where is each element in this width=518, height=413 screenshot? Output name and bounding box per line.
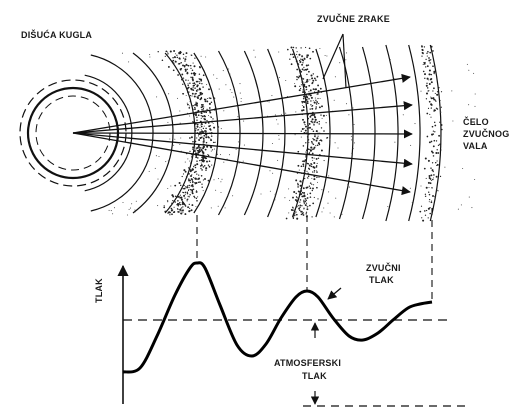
sound-ray-3 bbox=[72, 129, 413, 139]
compression-zone-1 bbox=[108, 50, 245, 216]
pressure-axis-label: TLAK bbox=[94, 278, 104, 303]
compression-zone-3 bbox=[387, 45, 476, 222]
wavefront-arc-15 bbox=[429, 44, 442, 222]
wavefront-label-line1: ČELO bbox=[463, 117, 489, 127]
sound-ray-4 bbox=[72, 132, 413, 168]
wavefront-arc-12 bbox=[361, 46, 376, 220]
sound-pressure-label-line1: ZVUČNI bbox=[366, 263, 401, 273]
wavefront-label-line3: VALA bbox=[463, 141, 488, 151]
sound-ray-1 bbox=[72, 73, 411, 134]
atmospheric-pressure-label-line1: ATMOSFERSKI bbox=[274, 358, 342, 368]
annotation-arrows bbox=[310, 287, 342, 405]
breathing-sphere-label: DIŠUĆA KUGLA bbox=[21, 30, 93, 40]
pressure-axis bbox=[117, 264, 468, 407]
sound-pressure-arrow bbox=[327, 287, 342, 300]
compression-zones bbox=[108, 45, 476, 222]
rays-label-pointers bbox=[322, 33, 347, 89]
sound-ray-5 bbox=[72, 132, 411, 196]
sound-pressure-label-line2: TLAK bbox=[369, 275, 394, 285]
compression-zone-2 bbox=[253, 46, 356, 220]
sound-rays-label: ZVUČNE ZRAKE bbox=[317, 14, 390, 24]
wavefront-arc-14 bbox=[408, 44, 421, 222]
wavefront-label-line2: ZVUČNOG bbox=[463, 129, 510, 139]
projection-lines bbox=[196, 208, 433, 300]
sound-ray-2 bbox=[72, 101, 413, 134]
wavefront-arc-9 bbox=[291, 48, 309, 218]
pressure-wave-curve bbox=[122, 261, 433, 374]
wavefront-arc-13 bbox=[385, 44, 399, 222]
wavefront-arc-11 bbox=[338, 46, 354, 220]
sound-rays bbox=[72, 73, 413, 196]
atmospheric-pressure-label-line2: TLAK bbox=[302, 371, 327, 381]
wavefront-arc-10 bbox=[315, 48, 331, 218]
